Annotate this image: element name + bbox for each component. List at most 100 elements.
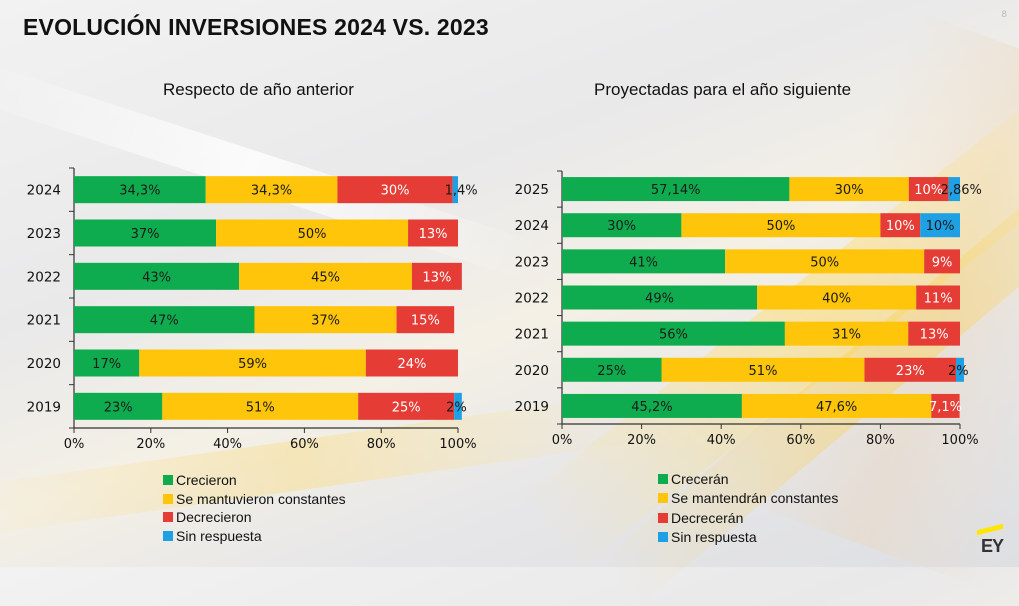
- data-label: 31%: [832, 328, 861, 343]
- bar-segment: [337, 176, 453, 204]
- x-tick-label: 60%: [786, 433, 815, 448]
- category-label: 2021: [515, 327, 549, 343]
- ey-logo: EY: [969, 523, 1004, 557]
- x-tick-label: 0%: [552, 433, 573, 448]
- data-label: 50%: [810, 255, 839, 270]
- bar-segment: [205, 176, 338, 204]
- bar-segment: [452, 176, 458, 204]
- x-tick-label: 100%: [439, 437, 476, 452]
- category-label: 2023: [515, 254, 549, 270]
- data-label: 51%: [246, 400, 275, 415]
- legend-item-decrecieron: Decrecieron: [163, 508, 346, 527]
- data-label: 59%: [238, 357, 267, 372]
- category-label: 2022: [27, 269, 61, 285]
- data-label: 40%: [822, 292, 851, 307]
- legend-item-crecieron: Crecieron: [163, 471, 346, 490]
- legend-item-decreceran: Decrecerán: [658, 508, 838, 528]
- category-label: 2024: [27, 183, 61, 199]
- bar-segment: [74, 392, 163, 420]
- category-label: 2020: [27, 356, 61, 372]
- bar-segment: [908, 177, 949, 202]
- stacked-bar-chart-right: 0% 20% 40% 60% 80% 100%2025 57,14% 30% 10%2,86%2…: [515, 170, 982, 448]
- data-label: 10%: [886, 219, 915, 234]
- data-label: 57,14%: [651, 183, 701, 198]
- data-label: 47%: [150, 314, 179, 329]
- x-tick-label: 0%: [64, 437, 85, 452]
- chart-title-left: Respecto de año anterior: [163, 80, 354, 99]
- category-label: 2021: [27, 313, 61, 329]
- bar-segment: [956, 357, 964, 382]
- legend-label: Sin respuesta: [176, 527, 262, 544]
- data-label: 25%: [597, 364, 626, 379]
- x-tick-label: 20%: [136, 437, 165, 452]
- data-label: 25%: [392, 400, 421, 415]
- bar-segment: [880, 213, 921, 238]
- bar-segment: [864, 357, 957, 382]
- ey-logo-beam: [977, 523, 1003, 536]
- bar-segment: [924, 249, 960, 274]
- data-label: 2,86%: [941, 183, 982, 198]
- bar-segment: [562, 249, 726, 274]
- legend-label: Crecieron: [176, 472, 237, 489]
- data-label: 30%: [835, 183, 864, 198]
- bar-segment: [216, 219, 409, 247]
- x-tick-label: 40%: [707, 433, 736, 448]
- data-label: 13%: [422, 270, 451, 285]
- data-label: 13%: [920, 328, 949, 343]
- data-label: 50%: [298, 227, 327, 242]
- data-label: 17%: [92, 357, 121, 372]
- data-label: 34,3%: [251, 184, 292, 199]
- legend-swatch: [658, 532, 668, 543]
- legend-swatch: [658, 512, 668, 523]
- data-label: 2%: [948, 364, 969, 379]
- data-label: 15%: [411, 314, 440, 329]
- data-label: 24%: [397, 357, 426, 372]
- data-label: 30%: [607, 219, 636, 234]
- legend-label: Decrecerán: [671, 509, 744, 526]
- data-label: 10%: [914, 183, 943, 198]
- page-title: EVOLUCIÓN INVERSIONES 2024 VS. 2023: [23, 14, 489, 40]
- bar-segment: [757, 285, 917, 310]
- bar-segment: [74, 219, 217, 247]
- bar-segment: [562, 357, 662, 382]
- legend-right: Crecerán Se mantendrán constantes Decrec…: [658, 469, 838, 547]
- data-label: 30%: [381, 184, 410, 199]
- legend-label: Crecerán: [671, 470, 729, 487]
- data-label: 51%: [749, 364, 778, 379]
- data-label: 7,1%: [929, 400, 962, 415]
- bar-segment: [162, 392, 359, 420]
- legend-item-creceran: Crecerán: [658, 469, 838, 489]
- data-label: 11%: [924, 292, 953, 307]
- data-label: 37%: [131, 227, 160, 242]
- bar-segment: [254, 306, 397, 334]
- category-label: 2022: [515, 291, 549, 307]
- bar-segment: [948, 177, 960, 202]
- legend-swatch: [163, 475, 173, 486]
- data-label: 1,4%: [445, 184, 478, 199]
- legend-item-sin-respuesta: Sin respuesta: [658, 528, 838, 548]
- x-tick-label: 100%: [941, 433, 978, 448]
- ey-logo-text: EY: [980, 536, 1004, 556]
- data-label: 50%: [766, 219, 795, 234]
- bar-segment: [562, 213, 682, 238]
- legend-swatch: [658, 493, 668, 504]
- legend-item-sin-respuesta: Sin respuesta: [163, 527, 346, 546]
- bar-segment: [408, 219, 458, 247]
- bar-segment: [365, 349, 458, 377]
- x-tick-label: 40%: [213, 437, 242, 452]
- data-label: 37%: [311, 314, 340, 329]
- category-label: 2020: [515, 363, 549, 379]
- bar-segment: [74, 349, 140, 377]
- legend-label: Se mantuvieron constantes: [176, 490, 346, 507]
- legend-swatch: [163, 512, 173, 523]
- category-label: 2019: [27, 399, 61, 415]
- legend-label: Sin respuesta: [671, 529, 757, 546]
- bar-segment: [789, 177, 909, 202]
- category-label: 2019: [515, 399, 549, 415]
- data-label: 41%: [629, 255, 658, 270]
- category-label: 2025: [515, 182, 549, 198]
- x-tick-label: 60%: [290, 437, 319, 452]
- bar-segment: [74, 262, 240, 290]
- chart-title-right: Proyectadas para el año siguiente: [594, 80, 852, 99]
- bar-segment: [725, 249, 925, 274]
